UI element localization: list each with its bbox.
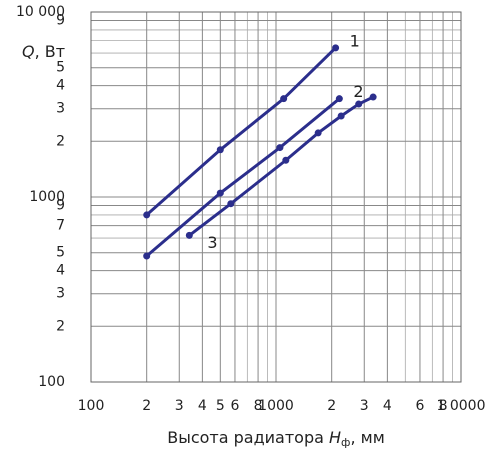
y-tick-label: 10 000 — [16, 4, 65, 20]
y-tick-label: 2 — [56, 318, 65, 334]
x-tick-label: 2 — [142, 398, 151, 414]
y-tick-label: 3 — [56, 286, 65, 302]
x-tick-label: 8 — [439, 398, 448, 414]
y-axis-label: Q, Вт — [22, 42, 65, 61]
series-line — [145, 97, 341, 258]
series-line — [145, 46, 337, 217]
data-point — [276, 144, 284, 152]
y-tick-label: 100 — [38, 374, 65, 390]
x-tick-label: 6 — [230, 398, 239, 414]
x-tick-label: 5 — [216, 398, 225, 414]
series-label: 2 — [353, 82, 363, 101]
y-tick-label: 5 — [56, 245, 65, 261]
x-tick-label: 6 — [415, 398, 424, 414]
x-label-sub: ф — [341, 436, 350, 449]
y-label-unit: , Вт — [35, 42, 65, 61]
y-tick-label: 5 — [56, 60, 65, 76]
x-label-var: H — [329, 428, 341, 447]
y-tick-label: 7 — [56, 218, 65, 234]
x-axis-label: Высота радиатора Hф, мм — [167, 428, 385, 450]
data-point — [227, 200, 235, 208]
data-point — [143, 252, 151, 260]
series-label: 1 — [350, 31, 360, 50]
data-point — [369, 93, 377, 101]
x-tick-label: 2 — [327, 398, 336, 414]
data-point — [185, 231, 193, 239]
x-label-unit: , мм — [350, 428, 384, 447]
y-tick-label: 4 — [56, 78, 65, 94]
data-point — [282, 156, 290, 164]
x-tick-label: 4 — [383, 398, 392, 414]
x-tick-label: 1 0000 — [437, 398, 486, 414]
data-point — [332, 44, 340, 52]
data-point — [216, 146, 224, 154]
y-tick-label: 2 — [56, 133, 65, 149]
data-point — [143, 211, 151, 219]
x-tick-label: 8 — [254, 398, 263, 414]
x-tick-label: 3 — [360, 398, 369, 414]
y-tick-label: 9 — [56, 197, 65, 213]
y-tick-label: 4 — [56, 263, 65, 279]
x-tick-label: 4 — [198, 398, 207, 414]
data-point — [216, 189, 224, 197]
x-tick-label: 100 — [78, 398, 105, 414]
x-tick-label: 3 — [175, 398, 184, 414]
y-tick-label: 3 — [56, 101, 65, 117]
x-tick-label: 1000 — [258, 398, 294, 414]
x-label-text: Высота радиатора — [167, 428, 329, 447]
data-point — [335, 95, 343, 103]
y-label-var: Q — [22, 42, 35, 61]
y-tick-label: 1000 — [29, 189, 65, 205]
data-point — [337, 112, 345, 120]
data-point — [314, 129, 322, 137]
data-point — [355, 100, 363, 108]
y-tick-label: 9 — [56, 12, 65, 28]
data-point — [280, 95, 288, 103]
plot-frame — [90, 11, 462, 383]
series-label: 3 — [207, 233, 217, 252]
